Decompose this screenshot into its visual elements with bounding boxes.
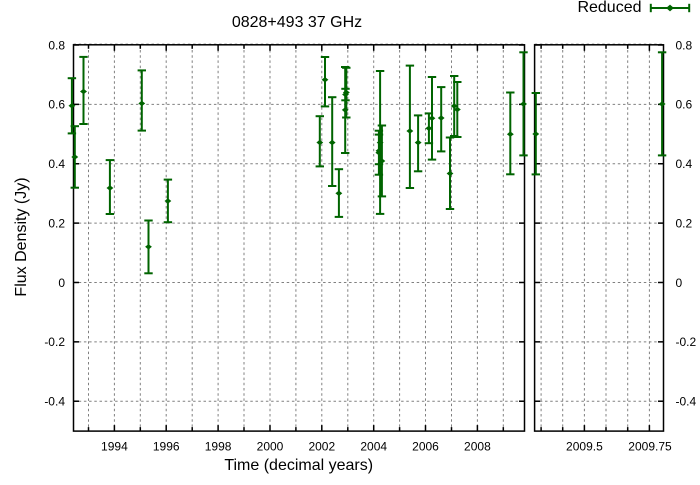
svg-text:1996: 1996 — [153, 439, 180, 453]
svg-text:0.2: 0.2 — [48, 216, 65, 230]
svg-text:2002: 2002 — [308, 439, 335, 453]
svg-text:0: 0 — [676, 276, 683, 290]
svg-text:Time (decimal years): Time (decimal years) — [224, 457, 373, 474]
svg-text:0.4: 0.4 — [48, 157, 65, 171]
svg-text:0.6: 0.6 — [676, 98, 693, 112]
svg-text:2006: 2006 — [412, 439, 439, 453]
svg-text:0.4: 0.4 — [676, 157, 693, 171]
svg-text:-0.4: -0.4 — [676, 395, 697, 409]
svg-text:-0.4: -0.4 — [44, 395, 65, 409]
svg-text:2009.5: 2009.5 — [566, 439, 603, 453]
svg-text:2009.75: 2009.75 — [628, 439, 672, 453]
svg-text:Reduced: Reduced — [577, 0, 641, 16]
svg-text:2004: 2004 — [360, 439, 387, 453]
svg-text:-0.2: -0.2 — [676, 335, 697, 349]
svg-text:0828+493 37 GHz: 0828+493 37 GHz — [232, 14, 362, 31]
svg-text:1994: 1994 — [101, 439, 128, 453]
svg-text:2000: 2000 — [257, 439, 284, 453]
svg-text:-0.2: -0.2 — [44, 335, 65, 349]
svg-text:2008: 2008 — [464, 439, 491, 453]
svg-text:0.6: 0.6 — [48, 98, 65, 112]
svg-text:0.8: 0.8 — [676, 38, 693, 52]
svg-text:1998: 1998 — [205, 439, 232, 453]
svg-text:0.8: 0.8 — [48, 38, 65, 52]
svg-text:Flux Density (Jy): Flux Density (Jy) — [13, 177, 30, 296]
svg-text:0.2: 0.2 — [676, 216, 693, 230]
svg-text:0: 0 — [58, 276, 65, 290]
